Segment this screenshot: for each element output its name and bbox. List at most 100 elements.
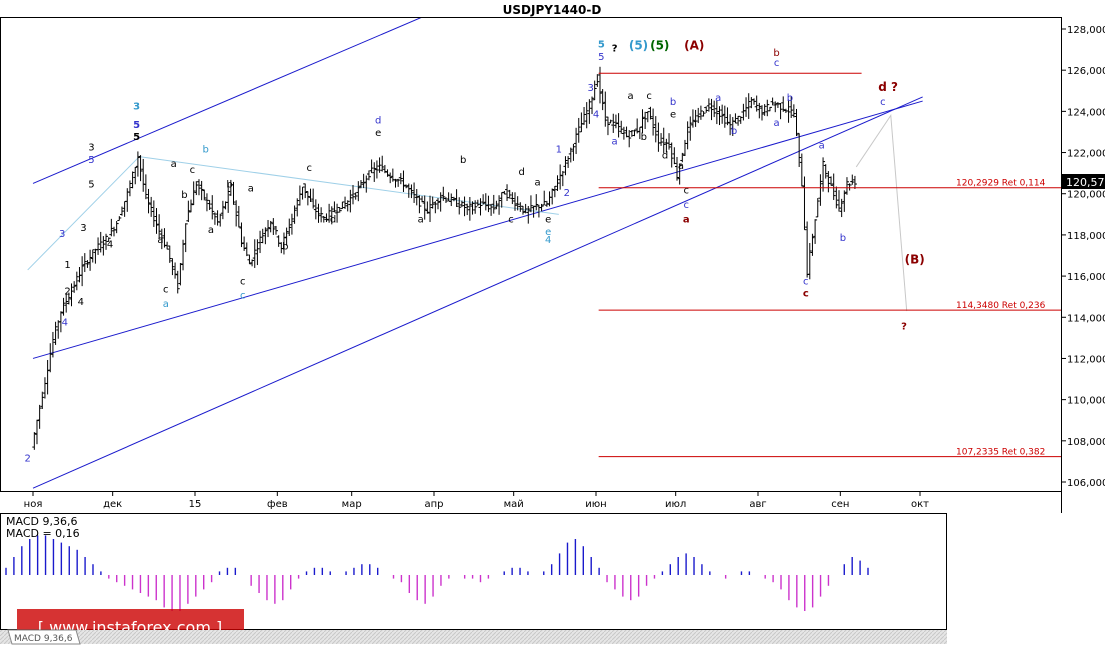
wave-label: b xyxy=(840,233,846,244)
price-bar xyxy=(159,228,164,250)
y-tick-label: 128,000 xyxy=(1067,25,1105,36)
price-bar xyxy=(250,259,255,267)
price-bar xyxy=(329,206,334,225)
price-bar xyxy=(584,102,589,129)
price-bar xyxy=(441,186,446,201)
price-panel-frame xyxy=(0,17,1062,492)
price-bar xyxy=(40,391,45,409)
price-bar xyxy=(451,196,456,202)
price-bar xyxy=(266,219,271,238)
price-bar xyxy=(802,176,807,231)
wave-label: e xyxy=(545,227,551,238)
price-bar xyxy=(178,262,183,286)
price-bar xyxy=(680,152,685,163)
price-bar xyxy=(677,163,682,185)
wave-label: a xyxy=(208,225,214,236)
x-tick-label: апр xyxy=(425,499,444,510)
price-bar xyxy=(244,242,249,257)
price-bar xyxy=(361,173,366,189)
y-tick-label: 110,000 xyxy=(1067,396,1105,407)
price-bar xyxy=(127,180,132,197)
price-bar xyxy=(781,96,786,112)
price-bar xyxy=(72,281,77,293)
wave-label: ? xyxy=(901,322,907,333)
price-bar xyxy=(345,200,350,212)
price-bar xyxy=(613,114,618,129)
price-bar xyxy=(268,220,273,233)
price-bar xyxy=(778,102,783,120)
price-bar xyxy=(587,99,592,124)
price-bar xyxy=(133,166,138,185)
price-bar xyxy=(196,179,201,196)
price-bar xyxy=(295,198,300,217)
wave-label: a xyxy=(535,177,541,188)
wave-label: a xyxy=(248,184,254,195)
price-bar xyxy=(143,174,148,200)
price-bar xyxy=(104,233,109,250)
price-bar xyxy=(167,245,172,263)
price-bar xyxy=(80,256,85,287)
price-bar xyxy=(629,130,634,137)
price-bar xyxy=(661,127,666,154)
price-bar xyxy=(754,95,759,112)
price-bar xyxy=(170,258,175,276)
price-bar xyxy=(605,116,610,136)
price-bar xyxy=(401,170,406,192)
price-bar xyxy=(449,193,454,207)
price-bar xyxy=(393,178,398,188)
wave-label: a xyxy=(678,161,684,172)
price-bar xyxy=(595,74,600,87)
price-bar xyxy=(321,215,326,223)
price-bar xyxy=(759,105,764,121)
price-bar xyxy=(369,159,374,174)
wave-label: b xyxy=(670,97,676,108)
wave-label: 3 xyxy=(88,142,94,153)
bottom-tab[interactable]: MACD 9,36,6 xyxy=(7,629,81,645)
wave-label: 5 xyxy=(598,52,604,63)
price-bar xyxy=(212,212,217,225)
price-bar xyxy=(672,147,677,165)
price-bar xyxy=(308,188,313,202)
wave-label: d xyxy=(518,167,524,178)
price-bar xyxy=(520,205,525,215)
price-bar xyxy=(473,200,478,214)
price-bar xyxy=(608,119,613,124)
price-bar xyxy=(659,133,664,146)
wave-label: a xyxy=(612,136,618,147)
x-tick-label: 15 xyxy=(189,499,202,510)
wave-label: c xyxy=(240,291,246,302)
price-bar xyxy=(32,432,37,450)
price-bar xyxy=(220,200,225,220)
wave-label: a xyxy=(774,118,780,129)
y-tick-label: 114,000 xyxy=(1067,313,1105,324)
price-bar xyxy=(258,230,263,254)
price-bar xyxy=(292,205,297,224)
price-bar xyxy=(88,249,93,271)
price-bar xyxy=(852,175,857,189)
price-bar xyxy=(207,199,212,210)
price-bar xyxy=(356,181,361,202)
price-bar xyxy=(454,189,459,207)
price-bar xyxy=(632,129,637,137)
price-bar xyxy=(837,190,842,212)
bottom-tab-label: MACD 9,36,6 xyxy=(14,634,73,644)
price-bar xyxy=(382,164,387,174)
price-bar xyxy=(303,183,308,199)
wave-label: 3 xyxy=(80,223,86,234)
price-bar xyxy=(425,201,430,214)
price-bar xyxy=(417,195,422,214)
x-tick-label: ноя xyxy=(24,499,43,510)
price-bar xyxy=(191,181,196,206)
price-bar xyxy=(138,155,143,182)
price-bar xyxy=(717,106,722,126)
x-tick-label: окт xyxy=(911,499,929,510)
wave-label: ? xyxy=(612,44,618,55)
price-bar xyxy=(247,254,252,265)
price-bar xyxy=(592,80,597,101)
price-bar xyxy=(821,157,826,192)
price-bar xyxy=(757,102,762,119)
y-tick-label: 122,000 xyxy=(1067,149,1105,160)
price-bar xyxy=(435,198,440,210)
price-bar xyxy=(372,162,377,182)
